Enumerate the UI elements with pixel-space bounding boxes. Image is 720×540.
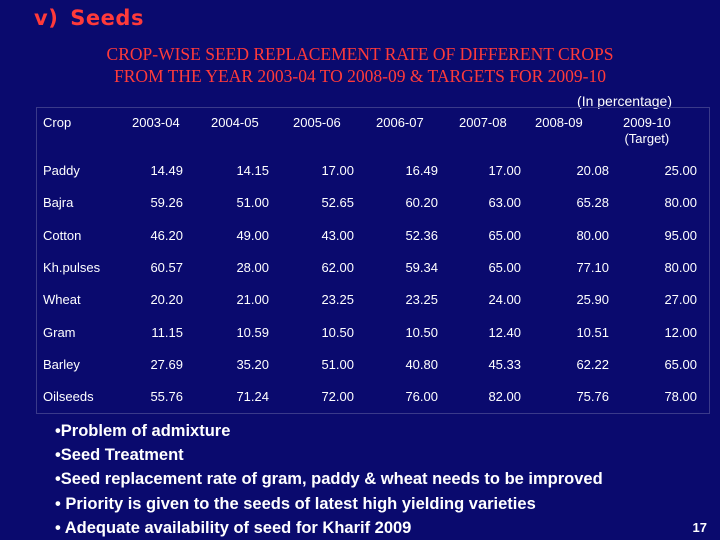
value-cell-2008-09: 62.22 xyxy=(576,357,609,372)
value-cell-2004-05: 71.24 xyxy=(236,389,269,404)
value-cell-2006-07: 76.00 xyxy=(405,389,438,404)
value-cell-2007-08: 63.00 xyxy=(488,195,521,210)
value-cell-2009-10: 80.00 xyxy=(664,195,697,210)
page-title: CROP-WISE SEED REPLACEMENT RATE OF DIFFE… xyxy=(0,43,720,87)
value-cell-2006-07: 60.20 xyxy=(405,195,438,210)
value-cell-2007-08: 65.00 xyxy=(488,228,521,243)
crop-name-cell: Kh.pulses xyxy=(43,260,101,275)
value-cell-2006-07: 10.50 xyxy=(405,325,438,340)
value-cell-2008-09: 75.76 xyxy=(576,389,609,404)
section-heading: v) Seeds xyxy=(34,6,144,30)
value-cell-2003-04: 11.15 xyxy=(151,325,183,340)
crop-name-cell: Bajra xyxy=(43,195,74,210)
value-cell-2004-05: 49.00 xyxy=(236,228,269,243)
value-cell-2004-05: 10.59 xyxy=(236,325,269,340)
value-cell-2003-04: 55.76 xyxy=(150,389,183,404)
value-cell-2009-10: 65.00 xyxy=(664,357,697,372)
value-cell-2005-06: 62.00 xyxy=(321,260,354,275)
value-cell-2006-07: 16.49 xyxy=(405,163,438,178)
value-cell-2003-04: 14.49 xyxy=(150,163,183,178)
header-2009-10-label: 2009-10 xyxy=(623,115,671,130)
value-cell-2008-09: 10.51 xyxy=(576,325,609,340)
value-cell-2007-08: 65.00 xyxy=(488,260,521,275)
value-cell-2004-05: 14.15 xyxy=(236,163,269,178)
crop-name-cell: Paddy xyxy=(43,163,80,178)
value-cell-2009-10: 80.00 xyxy=(664,260,697,275)
value-cell-2003-04: 27.69 xyxy=(150,357,183,372)
note-item: • Adequate availability of seed for Khar… xyxy=(55,518,412,537)
value-cell-2005-06: 72.00 xyxy=(321,389,354,404)
value-cell-2007-08: 24.00 xyxy=(488,292,521,307)
header-2008-09: 2008-09 xyxy=(535,115,583,130)
value-cell-2009-10: 25.00 xyxy=(664,163,697,178)
crop-name-cell: Gram xyxy=(43,325,76,340)
value-cell-2006-07: 23.25 xyxy=(405,292,438,307)
value-cell-2005-06: 43.00 xyxy=(321,228,354,243)
value-cell-2005-06: 23.25 xyxy=(321,292,354,307)
note-item: •Seed replacement rate of gram, paddy & … xyxy=(55,470,603,489)
value-cell-2007-08: 17.00 xyxy=(488,163,521,178)
value-cell-2007-08: 45.33 xyxy=(488,357,521,372)
header-target-label: (Target) xyxy=(624,131,670,146)
value-cell-2009-10: 12.00 xyxy=(664,325,697,340)
note-item: •Seed Treatment xyxy=(55,446,184,465)
value-cell-2008-09: 25.90 xyxy=(576,292,609,307)
unit-note: (In percentage) xyxy=(577,93,672,109)
value-cell-2009-10: 27.00 xyxy=(664,292,697,307)
value-cell-2008-09: 20.08 xyxy=(576,163,609,178)
section-number: v) xyxy=(34,6,59,30)
value-cell-2003-04: 59.26 xyxy=(150,195,183,210)
section-label: Seeds xyxy=(70,6,144,30)
header-crop: Crop xyxy=(43,115,72,130)
header-2009-10: 2009-10 (Target) xyxy=(623,115,671,147)
title-line-2: FROM THE YEAR 2003-04 TO 2008-09 & TARGE… xyxy=(113,66,607,86)
header-2006-07: 2006-07 xyxy=(376,115,424,130)
value-cell-2008-09: 77.10 xyxy=(576,260,609,275)
value-cell-2003-04: 20.20 xyxy=(150,292,183,307)
value-cell-2005-06: 52.65 xyxy=(321,195,354,210)
value-cell-2004-05: 21.00 xyxy=(236,292,269,307)
header-2005-06: 2005-06 xyxy=(293,115,341,130)
value-cell-2008-09: 65.28 xyxy=(576,195,609,210)
title-line-1: CROP-WISE SEED REPLACEMENT RATE OF DIFFE… xyxy=(106,44,614,64)
crop-name-cell: Cotton xyxy=(43,228,82,243)
crop-name-cell: Wheat xyxy=(43,292,81,307)
notes-list: •Problem of admixture •Seed Treatment •S… xyxy=(55,419,603,540)
value-cell-2005-06: 10.50 xyxy=(321,325,354,340)
value-cell-2005-06: 51.00 xyxy=(321,357,354,372)
value-cell-2007-08: 12.40 xyxy=(488,325,521,340)
seed-replacement-table xyxy=(36,107,710,414)
value-cell-2006-07: 40.80 xyxy=(405,357,438,372)
value-cell-2005-06: 17.00 xyxy=(321,163,354,178)
value-cell-2006-07: 52.36 xyxy=(405,228,438,243)
value-cell-2007-08: 82.00 xyxy=(488,389,521,404)
header-2004-05: 2004-05 xyxy=(211,115,259,130)
note-item: •Problem of admixture xyxy=(55,422,231,440)
value-cell-2008-09: 80.00 xyxy=(576,228,609,243)
value-cell-2009-10: 78.00 xyxy=(664,389,697,404)
crop-name-cell: Barley xyxy=(43,357,80,372)
value-cell-2003-04: 46.20 xyxy=(150,228,183,243)
header-2007-08: 2007-08 xyxy=(459,115,507,130)
value-cell-2004-05: 28.00 xyxy=(236,260,269,275)
note-item: • Priority is given to the seeds of late… xyxy=(55,494,536,513)
value-cell-2009-10: 95.00 xyxy=(664,228,697,243)
value-cell-2003-04: 60.57 xyxy=(150,260,183,275)
value-cell-2004-05: 35.20 xyxy=(236,357,269,372)
value-cell-2004-05: 51.00 xyxy=(236,195,269,210)
value-cell-2006-07: 59.34 xyxy=(405,260,438,275)
header-2003-04: 2003-04 xyxy=(132,115,180,130)
page-number: 17 xyxy=(692,520,707,535)
crop-name-cell: Oilseeds xyxy=(43,389,94,404)
